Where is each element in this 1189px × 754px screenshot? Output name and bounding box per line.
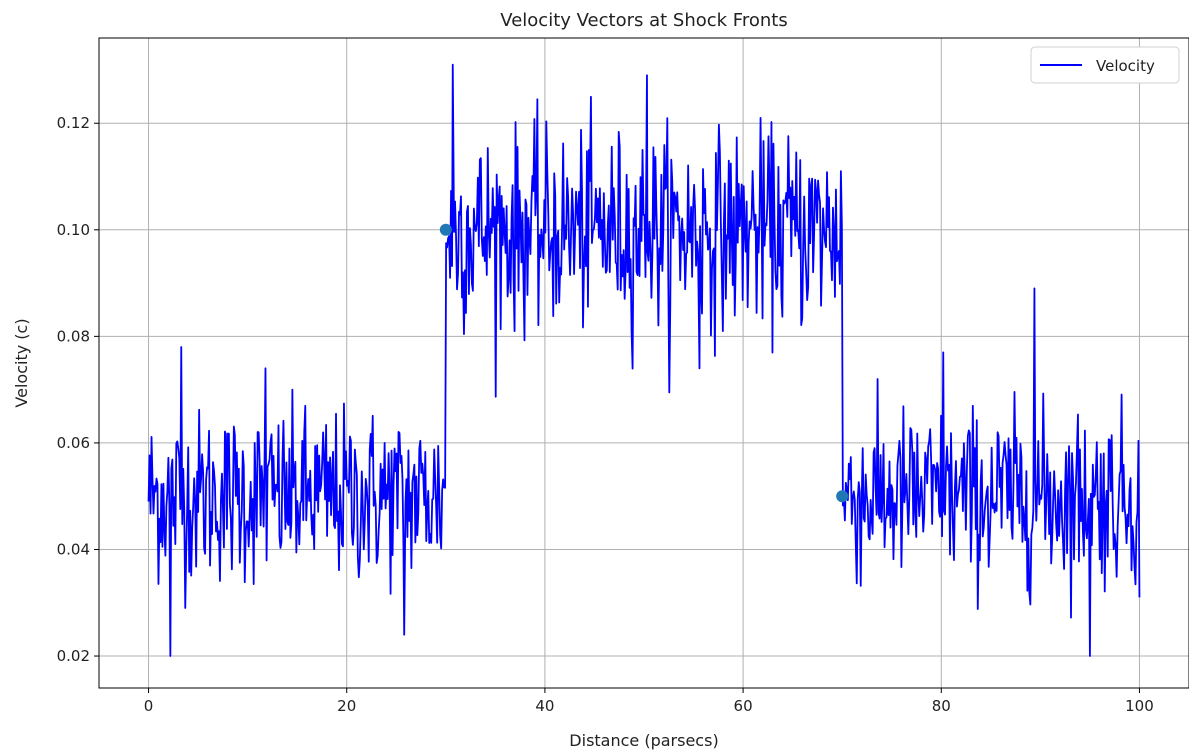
plot-area <box>147 63 1141 657</box>
y-tick-label: 0.04 <box>57 540 90 558</box>
shock-marker-point <box>439 223 452 236</box>
y-tick-label: 0.06 <box>57 434 90 452</box>
legend-label-velocity: Velocity <box>1096 57 1155 75</box>
x-tick-label: 40 <box>535 697 554 715</box>
shock-marker-point <box>836 490 849 503</box>
y-tick-label: 0.08 <box>57 327 90 345</box>
x-tick-label: 100 <box>1125 697 1154 715</box>
x-axis-label: Distance (parsecs) <box>569 731 718 750</box>
velocity-line <box>147 63 1141 657</box>
y-axis-label: Velocity (c) <box>12 318 31 407</box>
y-axis-ticks: 0.02 0.04 0.06 0.08 0.10 0.12 <box>57 114 99 665</box>
y-tick-label: 0.12 <box>57 114 90 132</box>
x-tick-label: 80 <box>932 697 951 715</box>
chart-title: Velocity Vectors at Shock Fronts <box>500 10 787 31</box>
plot-frame <box>98 37 1189 689</box>
legend: Velocity <box>1030 46 1180 84</box>
shock-markers <box>439 223 849 503</box>
y-tick-label: 0.02 <box>57 647 90 665</box>
x-axis-ticks: 0 20 40 60 80 100 <box>144 688 1154 715</box>
x-tick-label: 0 <box>144 697 154 715</box>
legend-box <box>1030 46 1180 84</box>
grid-lines <box>99 38 1189 688</box>
x-tick-label: 20 <box>337 697 356 715</box>
x-tick-label: 60 <box>734 697 753 715</box>
y-tick-label: 0.10 <box>57 221 90 239</box>
